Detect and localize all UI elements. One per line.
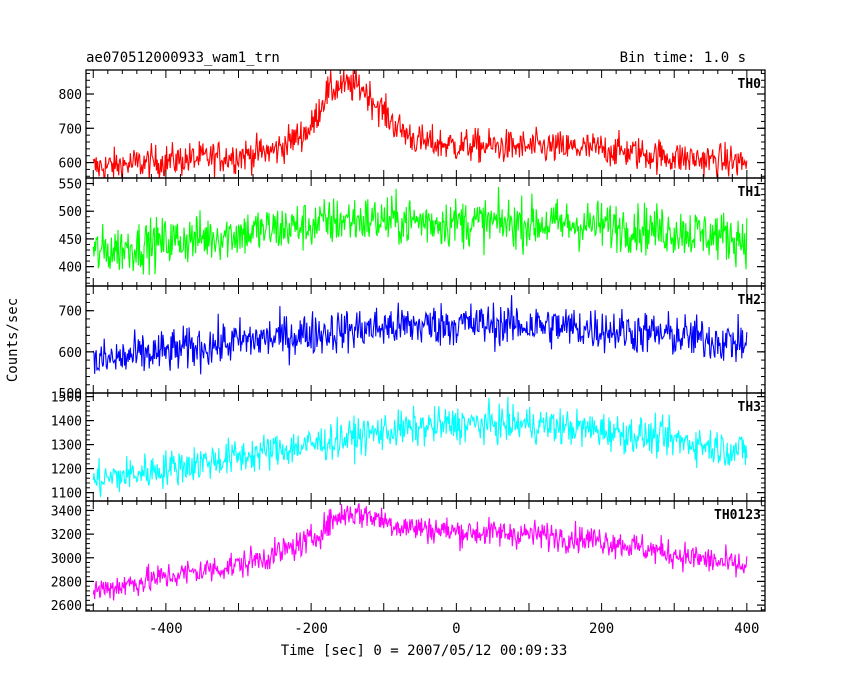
panels-group: 600 700 800 TH0 400 450 500 550 TH1 500 600 700 TH2 1…	[51, 69, 766, 637]
series-line-th2	[92, 295, 748, 375]
panel-label-th2: TH2	[738, 293, 761, 308]
y-tick-label: 2600	[51, 599, 82, 614]
x-axis-label: Time [sec] 0 = 2007/05/12 00:09:33	[281, 643, 568, 659]
y-tick-label: 800	[59, 88, 82, 103]
y-tick-label: 550	[59, 178, 82, 193]
x-tick-label: 200	[589, 621, 614, 637]
series-line-th0123	[92, 503, 748, 601]
panel-th1: 400 450 500 550 TH1	[59, 177, 766, 287]
panel-frame	[85, 285, 766, 394]
series-line-th0	[92, 70, 748, 178]
y-tick-label: 1200	[51, 463, 82, 478]
y-tick-label: 3200	[51, 528, 82, 543]
chart-subtitle: Bin time: 1.0 s	[620, 50, 746, 66]
panel-frame	[85, 392, 766, 502]
y-tick-label: 500	[59, 205, 82, 220]
panel-th0: 600 700 800 TH0	[59, 69, 766, 179]
panel-th0123: 2600 2800 3000 3200 3400 TH0123	[51, 500, 766, 614]
y-tick-label: 3000	[51, 552, 82, 567]
x-tick-label: 0	[452, 621, 460, 637]
y-tick-label: 1500	[51, 391, 82, 406]
y-tick-label: 600	[59, 157, 82, 172]
panel-label-th1: TH1	[738, 185, 762, 200]
y-tick-label: 700	[59, 305, 82, 320]
y-tick-label: 3400	[51, 504, 82, 519]
panel-label-th0123: TH0123	[714, 508, 761, 523]
y-tick-label: 500	[59, 387, 82, 402]
y-tick-label: 450	[59, 233, 82, 248]
chart-title: ae070512000933_wam1_trn	[86, 50, 280, 66]
x-tick-label: 400	[734, 621, 759, 637]
y-tick-label: 1100	[51, 487, 82, 502]
y-tick-label: 400	[59, 261, 82, 276]
panel-th2: 500 600 700 TH2	[59, 285, 766, 402]
y-tick-label: 2800	[51, 575, 82, 590]
y-tick-label: 1400	[51, 415, 82, 430]
series-line-th3	[92, 396, 748, 497]
y-axis-label: Counts/sec	[5, 298, 21, 382]
y-tick-label: 1300	[51, 439, 82, 454]
panel-label-th0: TH0	[738, 77, 762, 92]
y-tick-label: 700	[59, 122, 82, 137]
x-tick-label: -400	[149, 621, 183, 637]
y-tick-label: 600	[59, 346, 82, 361]
panel-frame	[85, 500, 766, 612]
panel-label-th3: TH3	[738, 400, 761, 415]
panel-th3: 1100 1200 1300 1400 1500 TH3	[51, 391, 766, 502]
series-line-th1	[92, 186, 748, 276]
x-tick-label: -200	[294, 621, 328, 637]
